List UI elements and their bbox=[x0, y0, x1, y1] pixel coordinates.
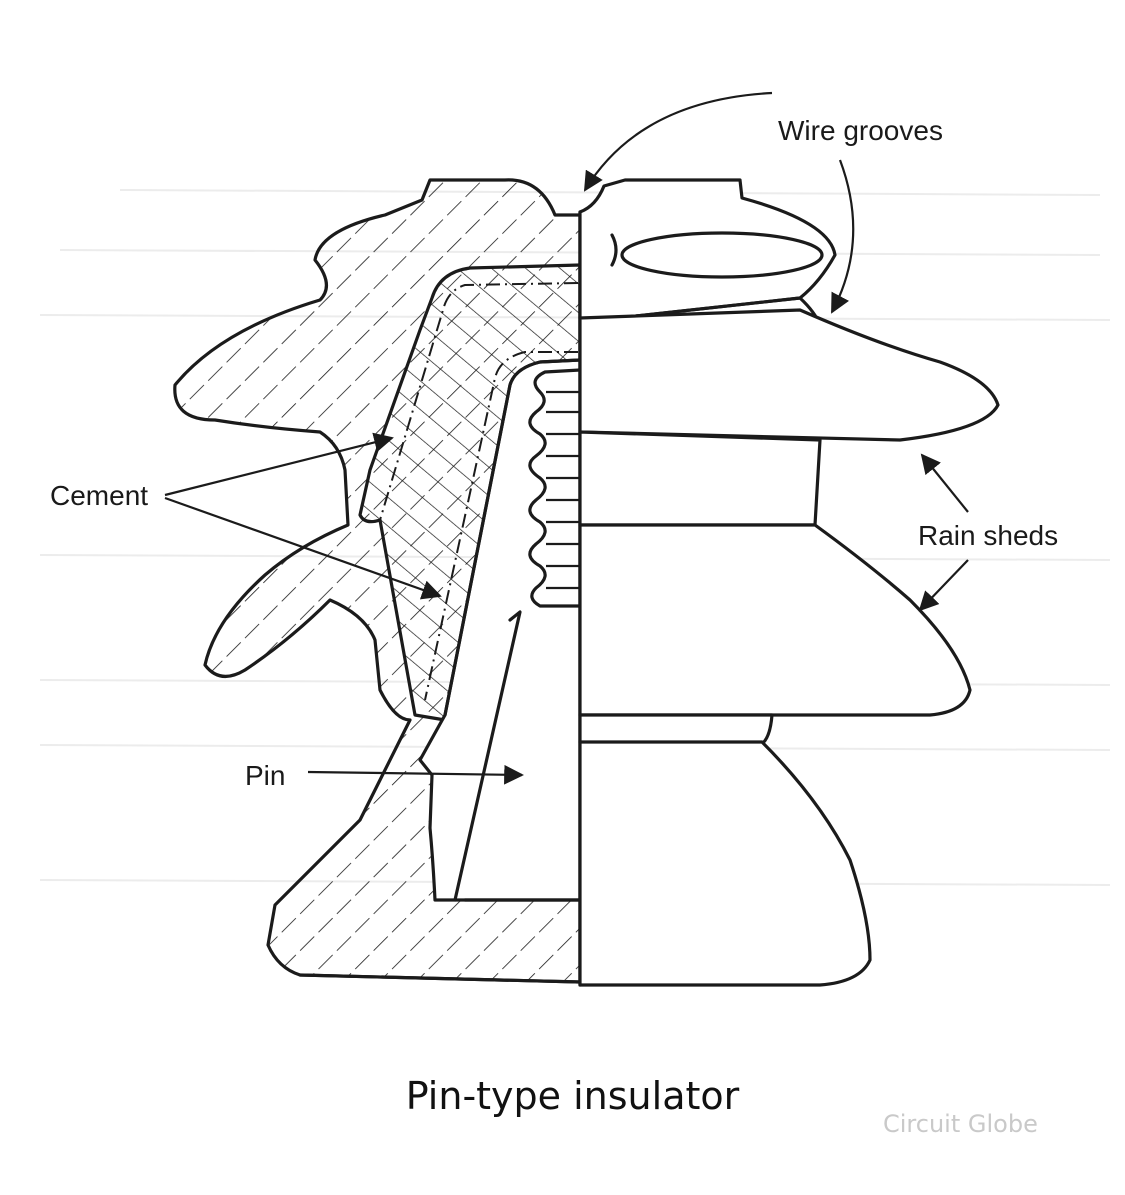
thread-lines bbox=[546, 390, 580, 590]
pin-threads bbox=[528, 368, 582, 608]
rain-shed-2 bbox=[578, 523, 972, 717]
cement-line-inner bbox=[424, 351, 578, 701]
label-pin: Pin bbox=[245, 760, 285, 791]
insulator-exterior bbox=[578, 178, 1000, 987]
label-rain-sheds: Rain sheds bbox=[918, 520, 1058, 551]
cement-line-outer bbox=[379, 282, 579, 521]
label-wire-grooves: Wire grooves bbox=[778, 115, 943, 146]
insulator-cross-section bbox=[173, 178, 582, 984]
pin-stem bbox=[453, 610, 522, 902]
arrow-wire-grooves-top bbox=[583, 91, 773, 192]
arrow-pin bbox=[307, 764, 524, 785]
arrow-wire-grooves-side bbox=[831, 159, 855, 314]
arrow-cement-2 bbox=[164, 496, 442, 600]
figure-caption: Pin-type insulator bbox=[405, 1074, 740, 1118]
rain-shed-1 bbox=[578, 308, 1000, 442]
labels: Wire grooves Cement Rain sheds Pin bbox=[50, 115, 1058, 791]
arrow-rain-sheds-1 bbox=[920, 453, 969, 513]
leader-arrows bbox=[164, 91, 969, 785]
wire-groove-top bbox=[620, 231, 824, 279]
arrow-cement-1 bbox=[164, 432, 394, 497]
bottom-skirt bbox=[578, 740, 872, 987]
label-cement: Cement bbox=[50, 480, 148, 511]
watermark: Circuit Globe bbox=[883, 1110, 1038, 1138]
arrow-rain-sheds-2 bbox=[918, 559, 969, 612]
